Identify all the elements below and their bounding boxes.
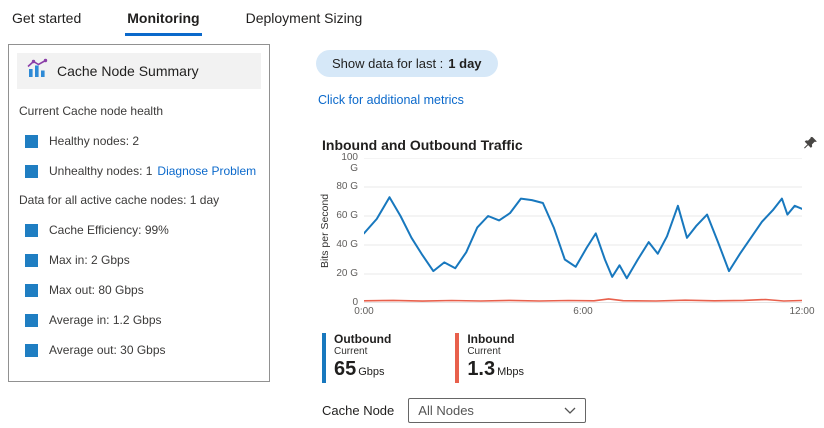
bar-chart-icon: [26, 58, 48, 85]
blue-square-icon: [25, 223, 38, 237]
tab-deployment-sizing[interactable]: Deployment Sizing: [245, 10, 363, 26]
blue-square-icon: [25, 283, 38, 297]
legend-series-name: Inbound: [467, 332, 515, 346]
blue-square-icon: [25, 253, 38, 267]
data-section-title: Data for all active cache nodes: 1 day: [19, 193, 220, 207]
cache-efficiency-row: Cache Efficiency: 99%: [19, 223, 269, 237]
legend-current-value: 1.3 Mbps: [467, 358, 525, 380]
traffic-chart: Inbound and Outbound Traffic Bits per Se…: [318, 134, 820, 326]
blue-square-icon: [25, 164, 38, 178]
health-section-title: Current Cache node health: [19, 104, 164, 118]
show-data-label: Show data for last :: [332, 56, 444, 71]
unhealthy-nodes-row: Unhealthy nodes: 1 Diagnose Problem: [19, 164, 269, 178]
max-out-row: Max out: 80 Gbps: [19, 283, 269, 297]
unhealthy-nodes-value: Unhealthy nodes: 1: [49, 164, 153, 178]
legend-series-name: Outbound: [334, 332, 392, 346]
y-axis-tick-label: 0: [352, 297, 358, 308]
healthy-nodes-row: Healthy nodes: 2: [19, 134, 269, 148]
chevron-down-icon: [564, 403, 576, 418]
y-axis-tick-label: 40 G: [336, 239, 358, 250]
cache-node-row: Cache Node All Nodes: [322, 398, 587, 423]
show-data-value: 1 day: [448, 56, 482, 71]
max-out-value: Max out: 80 Gbps: [49, 283, 144, 297]
tab-bar: Get started Monitoring Deployment Sizing: [0, 0, 824, 36]
legend-current-label: Current: [334, 346, 368, 357]
max-in-row: Max in: 2 Gbps: [19, 253, 269, 267]
diagnose-problem-link[interactable]: Diagnose Problem: [157, 164, 257, 178]
blue-square-icon: [25, 343, 38, 357]
chart-plot-area: [364, 158, 802, 303]
healthy-nodes-value: Healthy nodes: 2: [49, 134, 140, 148]
y-axis-ticks: 100 G 80 G 60 G 40 G 20 G 0: [332, 134, 358, 326]
average-in-value: Average in: 1.2 Gbps: [49, 313, 162, 327]
max-in-value: Max in: 2 Gbps: [49, 253, 130, 267]
x-axis-ticks: 0:00 6:00 12:00: [354, 306, 814, 320]
cache-node-label: Cache Node: [322, 403, 395, 418]
average-out-value: Average out: 30 Gbps: [49, 343, 166, 357]
cache-node-summary-card: Cache Node Summary Current Cache node he…: [8, 44, 270, 382]
y-axis-tick-label: 60 G: [336, 210, 358, 221]
tab-get-started[interactable]: Get started: [12, 10, 82, 26]
x-axis-tick-label: 0:00: [354, 306, 374, 317]
blue-square-icon: [25, 134, 38, 148]
y-axis-tick-label: 80 G: [336, 181, 358, 192]
y-axis-tick-label: 20 G: [336, 268, 358, 279]
legend-current-value: 65 Gbps: [334, 358, 385, 380]
card-title: Cache Node Summary: [57, 63, 199, 79]
average-out-row: Average out: 30 Gbps: [19, 343, 269, 357]
y-axis-label: Bits per Second: [319, 193, 331, 268]
average-in-row: Average in: 1.2 Gbps: [19, 313, 269, 327]
card-header: Cache Node Summary: [17, 53, 261, 89]
additional-metrics-link[interactable]: Click for additional metrics: [318, 93, 464, 107]
chart-legend: Outbound Current 65 Gbps Inbound Current …: [322, 333, 524, 383]
x-axis-tick-label: 12:00: [789, 306, 815, 317]
chart-title: Inbound and Outbound Traffic: [322, 137, 523, 153]
cache-efficiency-value: Cache Efficiency: 99%: [49, 223, 169, 237]
cache-node-selected-value: All Nodes: [418, 403, 474, 418]
blue-square-icon: [25, 313, 38, 327]
show-data-range-pill[interactable]: Show data for last : 1 day: [316, 50, 498, 77]
cache-node-select[interactable]: All Nodes: [408, 398, 587, 423]
tab-monitoring[interactable]: Monitoring: [125, 8, 202, 36]
pin-icon[interactable]: [803, 136, 818, 156]
legend-outbound: Outbound Current 65 Gbps: [322, 333, 391, 383]
y-axis-tick-label: 100 G: [341, 152, 358, 174]
legend-inbound: Inbound Current 1.3 Mbps: [455, 333, 524, 383]
legend-current-label: Current: [467, 346, 501, 357]
x-axis-tick-label: 6:00: [573, 306, 593, 317]
